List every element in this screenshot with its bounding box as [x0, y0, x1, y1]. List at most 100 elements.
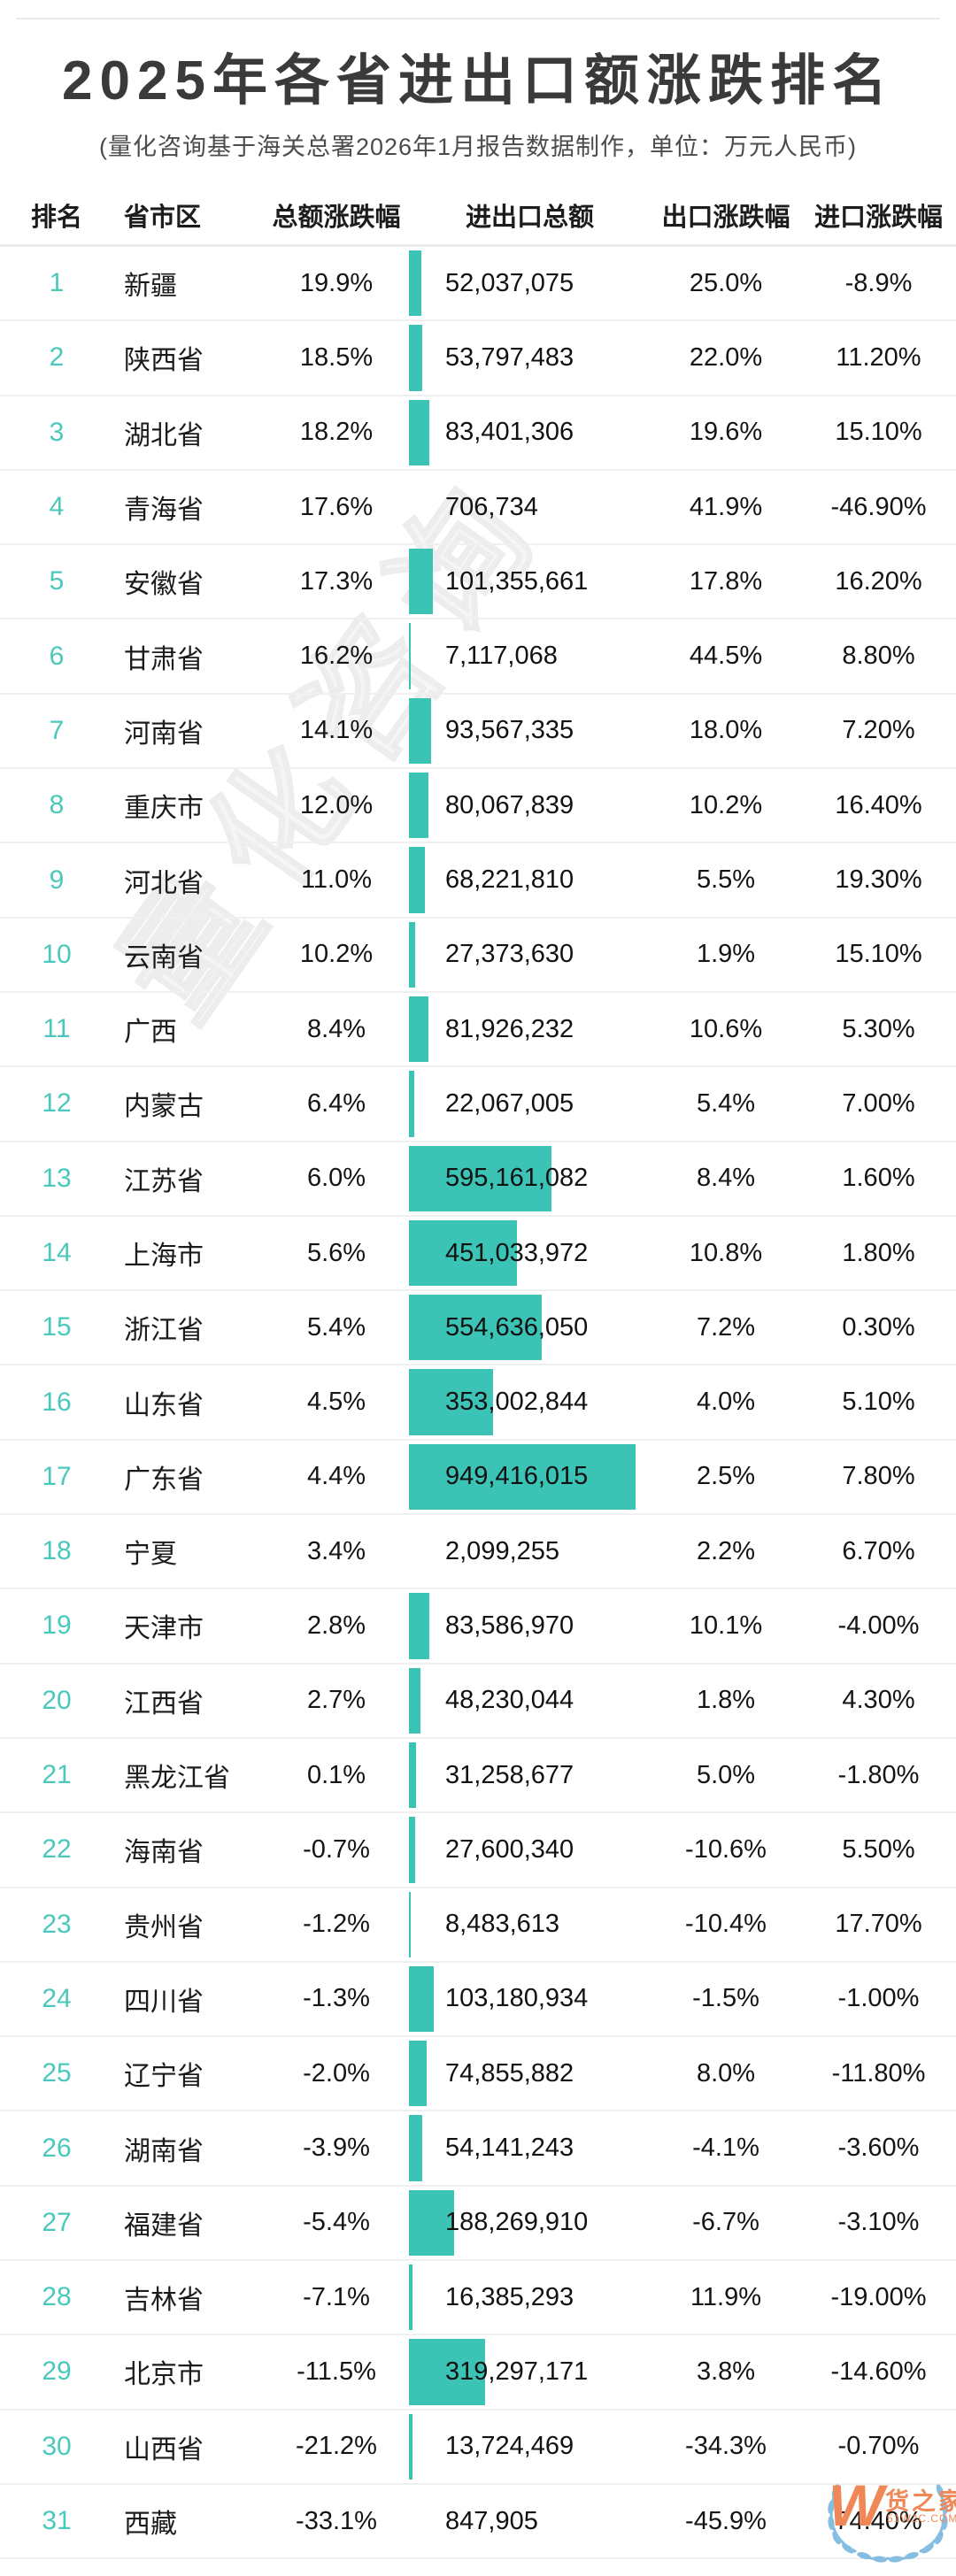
import-change-cell: 5.30% [842, 1014, 915, 1043]
rank-cell: 17 [42, 1461, 72, 1491]
amount-cell: 8,483,613 [409, 1888, 651, 1961]
import-change-cell: -14.60% [830, 2357, 927, 2386]
import-change-cell: 1.60% [842, 1164, 915, 1193]
table-row: 1 新疆 19.9% 52,037,075 25.0% -8.9% [0, 247, 956, 322]
table-row: 28 吉林省 -7.1% 16,385,293 11.9% -19.00% [0, 2261, 956, 2336]
province-cell: 河北省 [124, 868, 204, 898]
amount-cell: 83,586,970 [409, 1589, 651, 1662]
export-change-cell: 5.4% [696, 1088, 756, 1118]
table-body: 1 新疆 19.9% 52,037,075 25.0% -8.9% 2 陕西省 … [0, 247, 956, 2560]
table-row: 15 浙江省 5.4% 554,636,050 7.2% 0.30% [0, 1291, 956, 1366]
amount-cell: 706,734 [409, 471, 651, 543]
table-row: 23 贵州省 -1.2% 8,483,613 -10.4% 17.70% [0, 1888, 956, 1963]
export-change-cell: -45.9% [685, 2506, 767, 2535]
amount-cell: 27,373,630 [409, 919, 651, 991]
table-row: 31 西藏 -33.1% 847,905 -45.9% 74.40% [0, 2485, 956, 2560]
brand-logo: W 货之家 51W2C.COM [821, 2463, 956, 2569]
import-change-cell: 8.80% [842, 642, 915, 671]
import-change-cell: 7.20% [842, 716, 915, 745]
total-change-cell: 8.4% [306, 1014, 366, 1043]
amount-cell: 93,567,335 [409, 695, 651, 767]
amount-cell: 48,230,044 [409, 1665, 651, 1737]
rank-cell: 19 [42, 1611, 72, 1641]
column-header-rank: 排名 [30, 204, 82, 232]
amount-cell: 353,002,844 [409, 1365, 651, 1438]
province-cell: 湖北省 [124, 420, 204, 450]
amount-bar [409, 921, 416, 988]
rank-cell: 10 [42, 939, 72, 969]
province-cell: 黑龙江省 [124, 1764, 230, 1794]
rank-cell: 4 [49, 492, 65, 522]
import-change-cell: -1.00% [837, 1984, 920, 2013]
amount-value: 48,230,044 [445, 1686, 574, 1715]
amount-cell: 27,600,340 [409, 1813, 651, 1886]
amount-cell: 451,033,972 [409, 1217, 651, 1289]
province-cell: 内蒙古 [124, 1092, 204, 1122]
amount-value: 27,373,630 [445, 940, 574, 969]
amount-bar [409, 1145, 551, 1211]
amount-cell: 949,416,015 [409, 1441, 651, 1513]
province-cell: 山西省 [124, 2434, 204, 2465]
import-change-cell: -1.80% [837, 1760, 920, 1789]
table-row: 14 上海市 5.6% 451,033,972 10.8% 1.80% [0, 1217, 956, 1292]
import-change-cell: 17.70% [835, 1910, 922, 1939]
import-change-cell: -0.70% [837, 2432, 920, 2461]
rank-cell: 5 [49, 566, 65, 596]
export-change-cell: 8.4% [696, 1164, 756, 1193]
table-row: 16 山东省 4.5% 353,002,844 4.0% 5.10% [0, 1365, 956, 1441]
amount-cell: 83,401,306 [409, 396, 651, 469]
total-change-cell: 5.6% [306, 1238, 366, 1267]
amount-value: 16,385,293 [445, 2282, 574, 2311]
table-row: 19 天津市 2.8% 83,586,970 10.1% -4.00% [0, 1589, 956, 1665]
province-cell: 福建省 [124, 2211, 204, 2241]
amount-bar [409, 2339, 486, 2405]
amount-bar [409, 325, 422, 391]
column-header-export-change: 出口涨跌幅 [661, 204, 790, 232]
table-row: 8 重庆市 12.0% 80,067,839 10.2% 16.40% [0, 769, 956, 844]
amount-bar [409, 1965, 434, 2033]
total-change-cell: 16.2% [299, 642, 374, 671]
table-row: 13 江苏省 6.0% 595,161,082 8.4% 1.60% [0, 1142, 956, 1217]
table-row: 18 宁夏 3.4% 2,099,255 2.2% 6.70% [0, 1515, 956, 1590]
import-change-cell: 7.00% [842, 1088, 915, 1118]
amount-bar [409, 1667, 420, 1734]
total-change-cell: 18.5% [299, 342, 374, 372]
import-change-cell: 5.50% [842, 1834, 915, 1864]
export-change-cell: 8.0% [696, 2058, 756, 2088]
province-cell: 四川省 [124, 1987, 204, 2017]
province-cell: 甘肃省 [124, 644, 204, 674]
import-change-cell: -3.60% [837, 2134, 920, 2163]
amount-bar [409, 1817, 416, 1883]
amount-cell: 101,355,661 [409, 545, 651, 618]
import-change-cell: 16.40% [835, 790, 922, 819]
total-change-cell: -1.3% [303, 1984, 370, 2013]
province-cell: 天津市 [124, 1614, 204, 1644]
amount-value: 54,141,243 [445, 2134, 574, 2163]
amount-bar [409, 399, 429, 465]
total-change-cell: -7.1% [303, 2282, 370, 2311]
total-change-cell: 4.4% [306, 1462, 366, 1491]
rank-cell: 21 [42, 1760, 72, 1790]
amount-value: 81,926,232 [445, 1014, 574, 1043]
amount-value: 31,258,677 [445, 1760, 574, 1789]
export-change-cell: 1.9% [696, 940, 756, 969]
export-change-cell: 41.9% [689, 492, 763, 521]
total-change-cell: -0.7% [303, 1834, 370, 1864]
amount-value: 103,180,934 [445, 1984, 589, 2013]
province-cell: 广东省 [124, 1465, 204, 1495]
amount-cell: 2,099,255 [409, 1515, 651, 1588]
top-divider [16, 18, 940, 19]
total-change-cell: 17.3% [299, 566, 374, 596]
import-change-cell: 6.70% [842, 1536, 915, 1565]
amount-value: 101,355,661 [445, 566, 589, 596]
page-subtitle: (量化咨询基于海关总署2026年1月报告数据制作，单位：万元人民币) [98, 134, 858, 160]
total-change-cell: 4.5% [306, 1388, 366, 1417]
amount-value: 188,269,910 [445, 2208, 589, 2237]
amount-cell: 31,258,677 [409, 1739, 651, 1811]
rank-cell: 31 [42, 2506, 72, 2536]
amount-value: 2,099,255 [445, 1536, 560, 1565]
amount-value: 8,483,613 [445, 1910, 560, 1939]
rank-cell: 18 [42, 1536, 72, 1566]
amount-bar [409, 623, 411, 689]
province-cell: 安徽省 [124, 570, 204, 600]
